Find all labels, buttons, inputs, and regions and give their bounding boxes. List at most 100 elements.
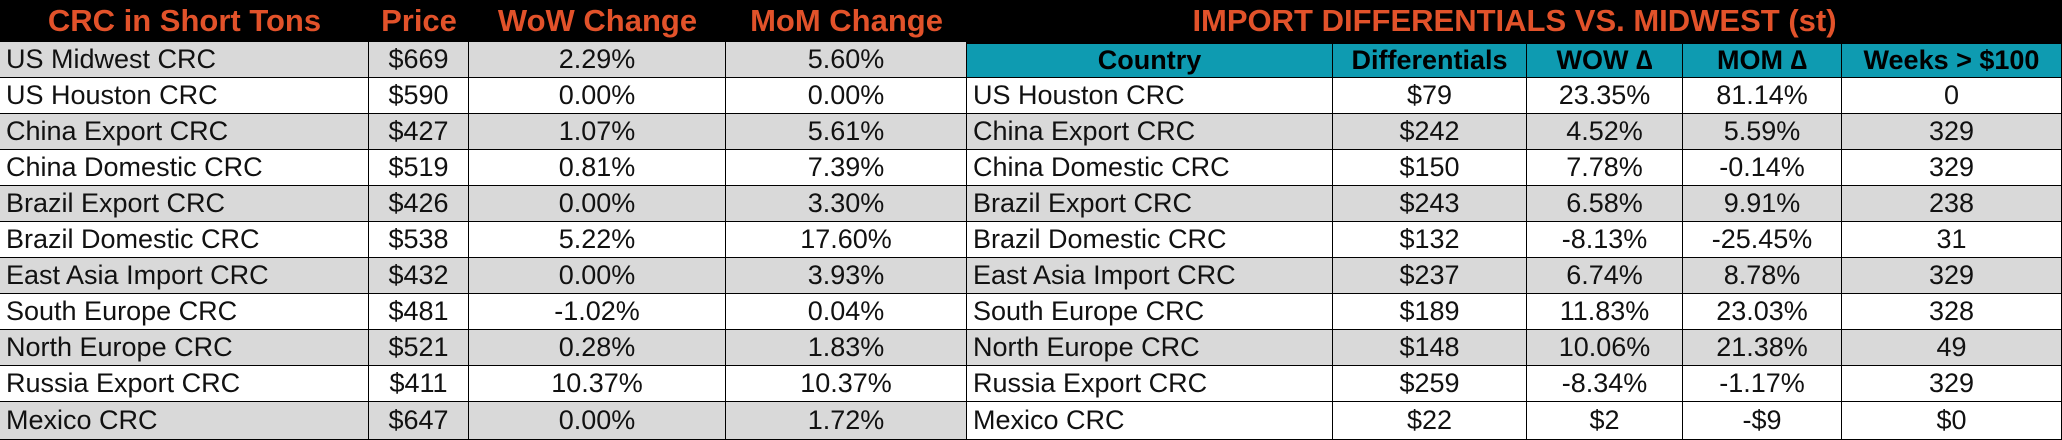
left-cell-mom: 17.60% bbox=[726, 222, 967, 258]
right-cell-wow: 6.58% bbox=[1527, 186, 1683, 222]
left-cell-wow: 0.00% bbox=[469, 78, 726, 114]
right-cell-mom: 5.59% bbox=[1683, 114, 1842, 150]
table-row: Brazil Export CRC $426 0.00% 3.30% Brazi… bbox=[0, 186, 2062, 222]
left-cell-wow: 1.07% bbox=[469, 114, 726, 150]
left-cell-price: $590 bbox=[369, 78, 469, 114]
right-cell-mom: -0.14% bbox=[1683, 150, 1842, 186]
left-cell-name: Brazil Export CRC bbox=[0, 186, 369, 222]
right-cell-country: East Asia Import CRC bbox=[967, 258, 1333, 294]
right-header-wow: WOW ∆ bbox=[1527, 42, 1683, 78]
right-cell-differential: $150 bbox=[1333, 150, 1527, 186]
right-header-mom: MOM ∆ bbox=[1683, 42, 1842, 78]
right-cell-differential: $259 bbox=[1333, 366, 1527, 402]
left-cell-wow: 10.37% bbox=[469, 366, 726, 402]
right-cell-differential: $237 bbox=[1333, 258, 1527, 294]
left-cell-price: $481 bbox=[369, 294, 469, 330]
left-cell-name: North Europe CRC bbox=[0, 330, 369, 366]
table-row: US Midwest CRC $669 2.29% 5.60% Country … bbox=[0, 42, 2062, 78]
left-cell-wow: 0.28% bbox=[469, 330, 726, 366]
right-header-country: Country bbox=[967, 42, 1333, 78]
right-cell-mom: 9.91% bbox=[1683, 186, 1842, 222]
left-cell-wow: 0.81% bbox=[469, 150, 726, 186]
table-row: South Europe CRC $481 -1.02% 0.04% South… bbox=[0, 294, 2062, 330]
left-cell-mom: 3.30% bbox=[726, 186, 967, 222]
table-row: China Export CRC $427 1.07% 5.61% China … bbox=[0, 114, 2062, 150]
left-cell-mom: 3.93% bbox=[726, 258, 967, 294]
table-row: US Houston CRC $590 0.00% 0.00% US Houst… bbox=[0, 78, 2062, 114]
right-cell-mom: -25.45% bbox=[1683, 222, 1842, 258]
left-cell-price: $432 bbox=[369, 258, 469, 294]
left-cell-price: $647 bbox=[369, 402, 469, 440]
left-cell-mom: 10.37% bbox=[726, 366, 967, 402]
left-cell-wow: 0.00% bbox=[469, 258, 726, 294]
right-header-weeks: Weeks > $100 bbox=[1842, 42, 2062, 78]
right-cell-weeks: 329 bbox=[1842, 114, 2062, 150]
right-cell-wow: -8.34% bbox=[1527, 366, 1683, 402]
right-cell-weeks: 31 bbox=[1842, 222, 2062, 258]
left-cell-price: $538 bbox=[369, 222, 469, 258]
right-cell-differential: $132 bbox=[1333, 222, 1527, 258]
right-cell-country: South Europe CRC bbox=[967, 294, 1333, 330]
table-row: Russia Export CRC $411 10.37% 10.37% Rus… bbox=[0, 366, 2062, 402]
left-cell-price: $519 bbox=[369, 150, 469, 186]
right-cell-country: Brazil Domestic CRC bbox=[967, 222, 1333, 258]
table-row: Brazil Domestic CRC $538 5.22% 17.60% Br… bbox=[0, 222, 2062, 258]
left-header-mom: MoM Change bbox=[726, 0, 967, 42]
left-cell-name: South Europe CRC bbox=[0, 294, 369, 330]
right-cell-differential: $243 bbox=[1333, 186, 1527, 222]
left-cell-name: Brazil Domestic CRC bbox=[0, 222, 369, 258]
left-cell-name: Mexico CRC bbox=[0, 402, 369, 440]
table-row: North Europe CRC $521 0.28% 1.83% North … bbox=[0, 330, 2062, 366]
right-cell-country: US Houston CRC bbox=[967, 78, 1333, 114]
left-cell-mom: 0.04% bbox=[726, 294, 967, 330]
right-cell-mom: 81.14% bbox=[1683, 78, 1842, 114]
left-cell-wow: 0.00% bbox=[469, 186, 726, 222]
right-cell-wow: 23.35% bbox=[1527, 78, 1683, 114]
title-row: CRC in Short Tons Price WoW Change MoM C… bbox=[0, 0, 2062, 42]
right-cell-wow: $2 bbox=[1527, 402, 1683, 440]
left-cell-price: $427 bbox=[369, 114, 469, 150]
left-cell-price: $411 bbox=[369, 366, 469, 402]
right-cell-wow: 11.83% bbox=[1527, 294, 1683, 330]
table-row: China Domestic CRC $519 0.81% 7.39% Chin… bbox=[0, 150, 2062, 186]
left-cell-wow: -1.02% bbox=[469, 294, 726, 330]
right-cell-differential: $242 bbox=[1333, 114, 1527, 150]
right-cell-weeks: $0 bbox=[1842, 402, 2062, 440]
right-cell-country: Mexico CRC bbox=[967, 402, 1333, 440]
left-header-name: CRC in Short Tons bbox=[0, 0, 369, 42]
right-cell-mom: 21.38% bbox=[1683, 330, 1842, 366]
right-cell-differential: $79 bbox=[1333, 78, 1527, 114]
left-cell-name: China Export CRC bbox=[0, 114, 369, 150]
left-cell-price: $426 bbox=[369, 186, 469, 222]
right-cell-country: China Domestic CRC bbox=[967, 150, 1333, 186]
right-cell-weeks: 49 bbox=[1842, 330, 2062, 366]
right-table-title: IMPORT DIFFERENTIALS VS. MIDWEST (st) bbox=[967, 0, 2062, 42]
right-cell-wow: -8.13% bbox=[1527, 222, 1683, 258]
left-cell-mom: 1.83% bbox=[726, 330, 967, 366]
right-cell-weeks: 0 bbox=[1842, 78, 2062, 114]
left-cell-wow: 0.00% bbox=[469, 402, 726, 440]
table-row: Mexico CRC $647 0.00% 1.72% Mexico CRC $… bbox=[0, 402, 2062, 440]
right-cell-wow: 7.78% bbox=[1527, 150, 1683, 186]
left-cell-name: East Asia Import CRC bbox=[0, 258, 369, 294]
right-cell-country: Brazil Export CRC bbox=[967, 186, 1333, 222]
left-cell-mom: 0.00% bbox=[726, 78, 967, 114]
left-cell-name: US Houston CRC bbox=[0, 78, 369, 114]
left-cell-mom: 5.61% bbox=[726, 114, 967, 150]
left-cell-wow: 5.22% bbox=[469, 222, 726, 258]
table-row: East Asia Import CRC $432 0.00% 3.93% Ea… bbox=[0, 258, 2062, 294]
left-cell-name: Russia Export CRC bbox=[0, 366, 369, 402]
right-cell-mom: -$9 bbox=[1683, 402, 1842, 440]
right-cell-weeks: 329 bbox=[1842, 258, 2062, 294]
left-cell-price: $669 bbox=[369, 42, 469, 78]
left-header-wow: WoW Change bbox=[469, 0, 726, 42]
right-cell-mom: 23.03% bbox=[1683, 294, 1842, 330]
right-cell-weeks: 329 bbox=[1842, 150, 2062, 186]
left-cell-wow: 2.29% bbox=[469, 42, 726, 78]
right-cell-country: North Europe CRC bbox=[967, 330, 1333, 366]
right-cell-wow: 4.52% bbox=[1527, 114, 1683, 150]
right-header-differentials: Differentials bbox=[1333, 42, 1527, 78]
right-cell-differential: $22 bbox=[1333, 402, 1527, 440]
right-cell-weeks: 328 bbox=[1842, 294, 2062, 330]
